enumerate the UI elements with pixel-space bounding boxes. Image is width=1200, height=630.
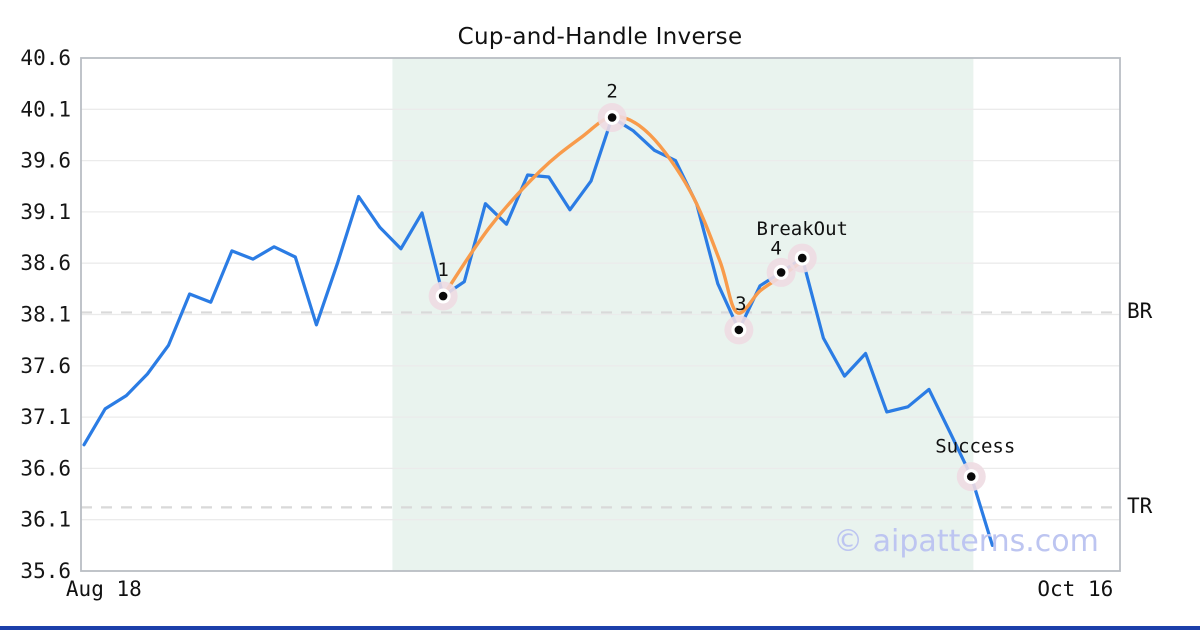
x-axis-tick-end: Oct 16 — [1037, 577, 1114, 601]
x-axis-tick-start: Aug 18 — [65, 577, 142, 601]
marker-label-3: 3 — [735, 293, 746, 315]
target-level-label: TR — [1127, 494, 1153, 519]
marker-dot — [797, 253, 807, 263]
plot-border — [80, 57, 1121, 572]
marker-label-2: 2 — [606, 81, 617, 103]
y-axis-tick-label: 37.1 — [20, 405, 71, 429]
y-axis-tick-label: 36.1 — [20, 508, 71, 532]
marker-dot — [734, 325, 744, 335]
breakout-level-label: BR — [1127, 299, 1153, 324]
price-line — [82, 115, 995, 548]
y-axis-tick-label: 37.6 — [20, 354, 71, 378]
marker-dot — [607, 113, 617, 122]
page-title: Cup-and-Handle Inverse — [457, 24, 743, 50]
pattern-curve — [441, 114, 809, 315]
marker-dot — [776, 268, 786, 277]
marker-dot — [438, 291, 448, 301]
y-axis-tick-label: 36.6 — [20, 456, 71, 480]
watermark: © aipatterns.com — [833, 524, 1099, 559]
bottom-accent-bar — [0, 626, 1200, 630]
y-axis-tick-label: 38.6 — [20, 251, 71, 275]
y-axis-tick-label: 35.6 — [20, 559, 71, 583]
y-axis-tick-label: 38.1 — [20, 303, 71, 327]
y-axis-tick-label: 39.1 — [20, 200, 71, 224]
marker-label-1: 1 — [437, 259, 448, 281]
marker-label-4: 4 — [770, 237, 781, 259]
y-axis-tick-label: 40.6 — [20, 46, 71, 70]
marker-label-breakout: BreakOut — [756, 218, 848, 240]
y-axis-tick-label: 39.6 — [20, 149, 71, 173]
marker-label-success: Success — [935, 436, 1015, 458]
marker-dot — [966, 472, 976, 481]
y-axis-tick-label: 40.1 — [20, 97, 71, 121]
